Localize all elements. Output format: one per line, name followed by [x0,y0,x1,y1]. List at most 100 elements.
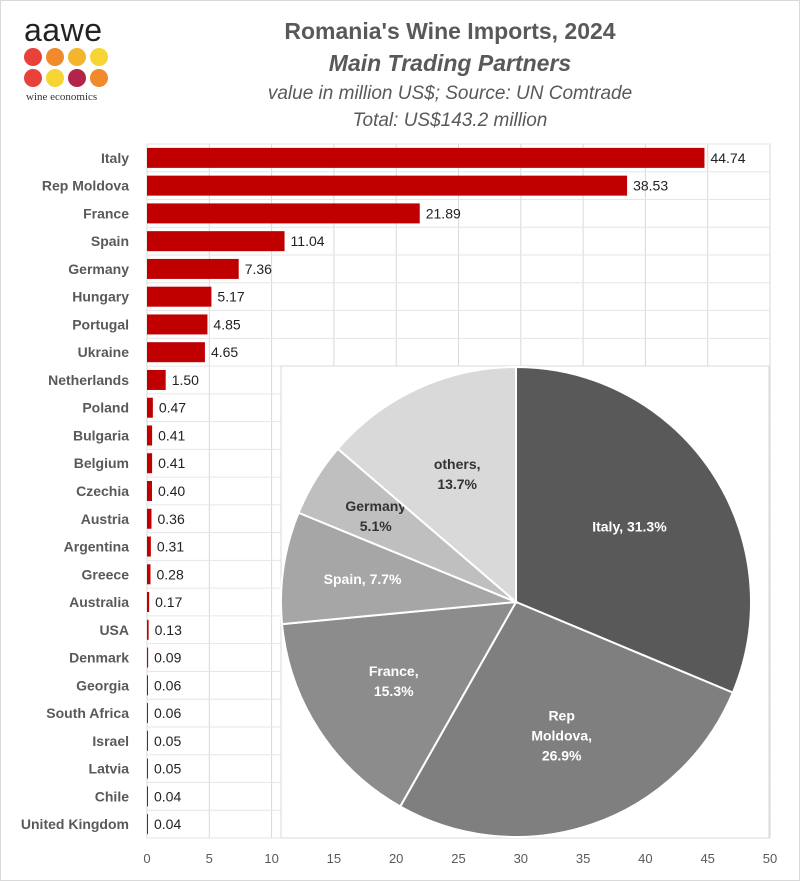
data-label: 0.05 [154,761,181,777]
data-label: 0.06 [154,705,181,721]
category-label: Bulgaria [73,427,129,443]
logo-wordmark: aawe [24,12,103,48]
data-label: 0.05 [154,733,181,749]
x-tick-label: 45 [700,851,714,866]
chart-title: Romania's Wine Imports, 2024 [284,18,616,44]
data-label: 0.04 [154,816,181,832]
bar [147,786,148,807]
bar [147,564,151,585]
data-label: 11.04 [291,233,325,249]
bar [147,203,420,224]
pie-label-line: 15.3% [374,683,414,699]
category-label: Argentina [64,539,130,555]
bar [147,342,205,363]
pie-label-line: Germany [345,498,406,514]
data-label: 0.36 [157,511,184,527]
category-label: USA [99,622,129,638]
data-label: 0.28 [156,566,183,582]
data-label: 0.13 [155,622,182,638]
x-tick-label: 30 [514,851,528,866]
pie-label: Germany 5.1% [345,498,406,534]
pie-label-line: 5.1% [360,518,392,534]
data-label: 4.65 [211,344,238,360]
bar [147,147,705,168]
bar [147,314,208,335]
category-label: Greece [82,566,130,582]
category-label: Poland [82,400,129,416]
bar [147,453,153,474]
bar [147,175,628,196]
data-label: 7.36 [245,261,272,277]
category-label: Austria [81,511,129,527]
data-label: 0.17 [155,594,182,610]
pie-label: France, 15.3% [369,663,419,699]
pie-label-line: Rep [548,707,574,723]
bar [147,397,153,418]
pie-slice [336,365,517,605]
logo-dots [24,48,114,88]
pie-slice [515,365,752,694]
pie-label: Spain, 7.7% [324,571,402,587]
category-label: Spain [91,233,129,249]
logo-dot [46,69,64,87]
logo-dot [68,48,86,66]
logo-dot [90,48,108,66]
data-label: 0.41 [158,455,185,471]
bar [147,258,239,279]
logo-subtitle: wine economics [26,91,98,103]
data-label: 0.06 [154,677,181,693]
bar [147,231,285,252]
logo-dot [24,69,42,87]
bar [147,592,150,613]
logo-dot [24,48,42,66]
pie-slice [280,600,518,808]
bar [147,647,149,668]
pie-label: Rep Moldova, 26.9% [531,707,592,763]
bar [147,619,149,640]
data-label: 21.89 [426,205,461,221]
category-label: Denmark [69,650,129,666]
data-label: 0.41 [158,427,185,443]
bar [147,286,212,307]
bar [147,425,153,446]
bar [147,758,148,779]
category-label: Germany [68,261,129,277]
data-label: 44.74 [710,150,745,166]
data-label: 0.47 [159,400,186,416]
bar [147,481,152,501]
logo-dot [46,48,64,66]
chart-subtitle: Main Trading Partners [328,50,572,76]
category-label: Italy [101,150,129,166]
bar [147,703,148,724]
data-label: 5.17 [217,289,244,305]
pie-label-line: Italy, 31.3% [592,518,667,534]
category-label: Israel [92,733,129,749]
data-label: 1.50 [172,372,199,388]
x-tick-label: 40 [638,851,652,866]
aawe-logo: aawe wine economics [22,14,132,104]
logo-dot [90,69,108,87]
category-label: Portugal [72,316,129,332]
category-label: Ukraine [78,344,130,360]
bar [147,675,148,696]
x-tick-label: 35 [576,851,590,866]
x-tick-label: 15 [327,851,341,866]
x-tick-label: 50 [763,851,777,866]
category-label: Rep Moldova [42,178,129,194]
pie-label: others, 13.7% [434,456,481,492]
category-label: Netherlands [48,372,129,388]
x-tick-label: 10 [264,851,278,866]
data-label: 0.09 [154,650,181,666]
data-label: 0.40 [158,483,185,499]
x-tick-label: 0 [143,851,150,866]
category-label: Chile [95,788,129,804]
data-label: 0.31 [157,539,184,555]
x-tick-label: 20 [389,851,403,866]
bar [147,536,151,557]
category-label: Australia [69,594,129,610]
category-label: Belgium [74,455,129,471]
x-tick-label: 5 [206,851,213,866]
category-label: United Kingdom [21,816,129,832]
pie-label-line: 26.9% [542,747,582,763]
